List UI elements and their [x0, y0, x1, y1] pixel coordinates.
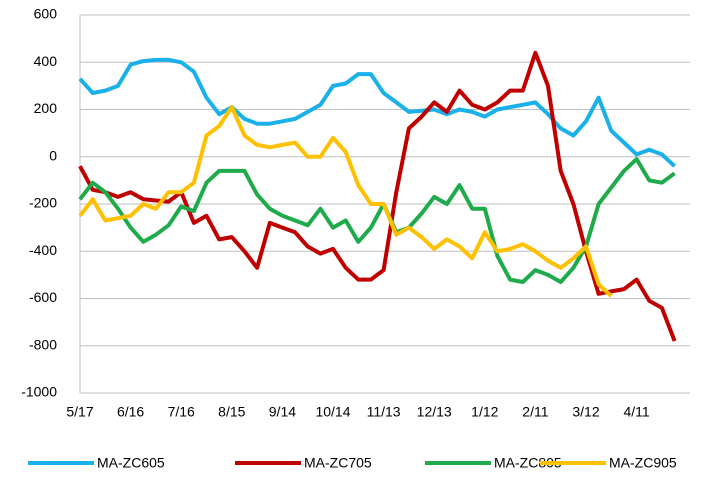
legend-label: MA-ZC605 — [97, 455, 165, 471]
y-tick-label: -600 — [29, 289, 57, 305]
legend-label: MA-ZC905 — [609, 455, 677, 471]
series-line — [78, 157, 676, 284]
x-tick-label: 7/16 — [168, 404, 195, 420]
series-line — [78, 105, 613, 298]
x-tick-label: 8/15 — [218, 404, 245, 420]
y-tick-label: 400 — [34, 53, 58, 69]
x-tick-label: 9/14 — [269, 404, 296, 420]
y-tick-label: 0 — [49, 147, 57, 163]
series-line — [78, 57, 676, 168]
x-tick-label: 11/13 — [367, 404, 401, 420]
x-tick-label: 5/17 — [66, 404, 93, 420]
x-tick-label: 10/14 — [315, 404, 350, 420]
y-tick-label: -800 — [29, 336, 57, 352]
x-tick-label: 6/16 — [117, 404, 144, 420]
x-tick-label: 4/11 — [623, 404, 649, 420]
legend-label: MA-ZC705 — [304, 455, 372, 471]
x-tick-label: 3/12 — [572, 404, 599, 420]
y-tick-label: 200 — [34, 100, 58, 116]
y-tick-label: 600 — [34, 6, 58, 22]
legend-label: MA-ZC805 — [494, 455, 562, 471]
y-tick-label: -200 — [29, 195, 57, 211]
series-line — [78, 50, 677, 342]
y-tick-label: -400 — [29, 242, 57, 258]
y-tick-label: -1000 — [21, 384, 57, 400]
x-tick-label: 1/12 — [471, 404, 498, 420]
x-tick-label: 2/11 — [522, 404, 548, 420]
x-tick-label: 12/13 — [417, 404, 452, 420]
